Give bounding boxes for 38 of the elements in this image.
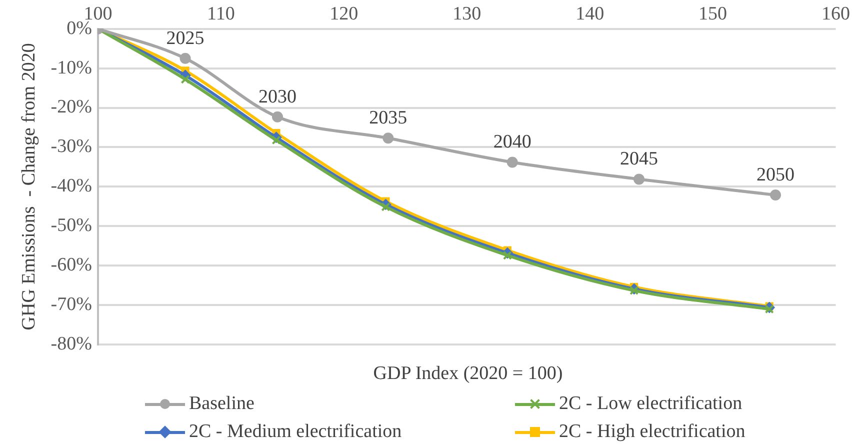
- y-tick-label: -10%: [50, 57, 92, 78]
- point: [630, 286, 639, 296]
- point: [506, 156, 518, 168]
- y-tick-label: -30%: [50, 136, 92, 158]
- annotation: 2050: [756, 164, 794, 186]
- point: [770, 189, 781, 200]
- annotation: 2040: [493, 132, 532, 153]
- annotation: 2035: [369, 108, 408, 129]
- y-tick-label: -40%: [50, 176, 92, 197]
- x-tick-label: 130: [452, 3, 482, 24]
- legend-label: Baseline: [189, 393, 254, 415]
- legend-label: 2C - High electrification: [559, 421, 746, 443]
- x-tick-label: 150: [698, 3, 728, 24]
- point: [381, 202, 390, 212]
- annotation: 2025: [166, 28, 204, 49]
- y-tick-label: -20%: [50, 96, 92, 118]
- annotation: 2045: [620, 148, 658, 170]
- point: [272, 136, 281, 145]
- y-axis-title: GHG Emissions - Change from 2020: [18, 43, 40, 330]
- x-tick-label: 110: [207, 3, 235, 24]
- x-tick-label: 140: [576, 3, 604, 24]
- annotation: 2030: [258, 86, 296, 108]
- point: [634, 174, 645, 185]
- y-tick-label: -70%: [50, 294, 92, 316]
- x-axis-title: GDP Index (2020 = 100): [372, 363, 564, 385]
- point: [764, 304, 774, 314]
- point: [272, 111, 283, 122]
- point: [382, 132, 394, 144]
- legend-label: 2C - Medium electrification: [189, 421, 402, 443]
- x-tick-label: 120: [330, 3, 358, 24]
- x-tick-label: 160: [822, 3, 850, 24]
- point: [180, 74, 190, 84]
- y-tick-label: -60%: [50, 254, 92, 276]
- y-tick-label: -80%: [50, 334, 92, 355]
- y-tick-label: -50%: [50, 215, 92, 236]
- point: [502, 250, 512, 260]
- point: [180, 52, 191, 64]
- legend-label: 2C - Low electrification: [559, 393, 742, 415]
